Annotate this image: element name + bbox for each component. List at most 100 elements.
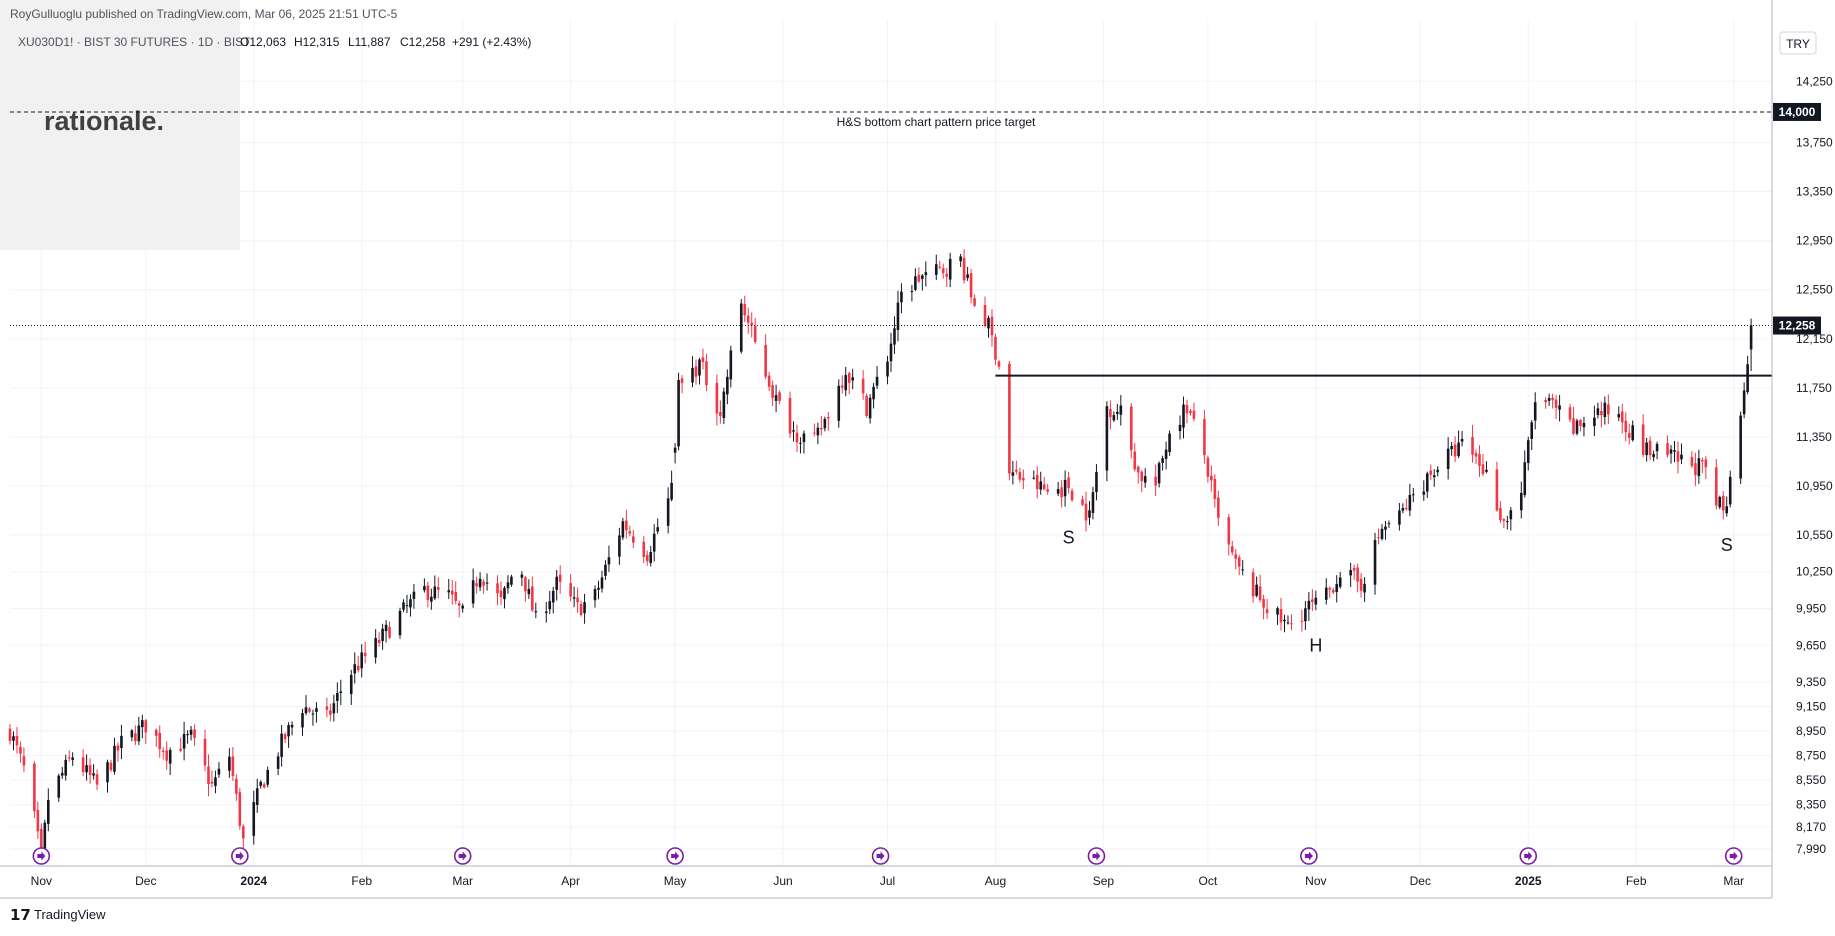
tradingview-logo-icon: 𝟭𝟳 — [10, 907, 31, 924]
dividend-event-icon[interactable] — [231, 847, 249, 865]
candle-up — [1063, 479, 1067, 497]
candle-up — [987, 317, 990, 329]
candle-down — [496, 583, 499, 594]
price-tick-label: 8,550 — [1796, 773, 1826, 787]
price-tick-label: 9,650 — [1796, 638, 1826, 652]
candle-down — [764, 344, 767, 377]
candle-up — [1547, 397, 1551, 401]
candle-up — [1349, 570, 1352, 576]
candle-up — [189, 729, 193, 735]
candle-up — [520, 574, 524, 578]
candle-up — [315, 708, 318, 712]
candle-down — [941, 268, 945, 274]
candle-up — [1575, 420, 1579, 434]
candle-up — [597, 587, 600, 590]
candle-up — [433, 586, 437, 599]
symbol-info[interactable]: XU030D1! · BIST 30 FUTURES · 1D · BIST — [18, 35, 251, 49]
candle-up — [792, 430, 795, 432]
candle-up — [527, 589, 531, 595]
candle-up — [837, 385, 841, 421]
dividend-event-icon[interactable] — [1724, 847, 1743, 865]
currency-button-frame[interactable] — [1779, 31, 1817, 55]
price-target-annotation: H&S bottom chart pattern price target — [837, 115, 1036, 129]
price-tick-label: 10,950 — [1796, 479, 1833, 493]
candle-down — [19, 746, 22, 754]
ohlc-open: O12,063 — [240, 35, 286, 49]
time-tick-label: 2024 — [240, 874, 267, 888]
candle-down — [1022, 477, 1025, 481]
dividend-event-icon[interactable] — [1519, 847, 1538, 865]
candle-down — [22, 756, 26, 766]
dividend-event-icon[interactable] — [1087, 847, 1106, 865]
candle-up — [1182, 404, 1185, 428]
candle-up — [301, 713, 304, 728]
candle-up — [1680, 454, 1683, 460]
candle-up — [186, 734, 189, 736]
tradingview-footer[interactable]: 𝟭𝟳 TradingView — [10, 907, 106, 924]
candle-down — [840, 385, 844, 388]
candle-down — [1356, 567, 1359, 582]
candle-down — [827, 416, 830, 419]
tradingview-brand[interactable]: TradingView — [34, 907, 106, 922]
candle-down — [632, 536, 635, 543]
candle-down — [1627, 433, 1631, 438]
candle-down — [1265, 609, 1269, 614]
candle-down — [645, 554, 649, 562]
candle-down — [154, 729, 158, 736]
candle-up — [1519, 492, 1523, 511]
candle-up — [893, 328, 896, 345]
candle-up — [886, 361, 889, 377]
candle-down — [1258, 586, 1262, 600]
candle-down — [715, 382, 719, 414]
dividend-event-icon[interactable] — [453, 847, 472, 865]
candle-down — [426, 585, 430, 600]
candle-up — [799, 442, 802, 444]
candle-up — [649, 552, 653, 564]
candle-up — [1603, 402, 1607, 418]
candle-up — [1056, 489, 1060, 494]
currency-label[interactable]: TRY — [1786, 37, 1810, 51]
candle-up — [412, 591, 416, 599]
candle-down — [917, 274, 921, 282]
time-tick-label: Aug — [985, 874, 1006, 888]
candle-down — [1701, 459, 1704, 462]
candle-down — [771, 385, 774, 398]
candle-down — [1251, 572, 1255, 597]
dividend-event-icon[interactable] — [871, 847, 890, 865]
drawings-layer[interactable]: H&S bottom chart pattern price target S H S — [10, 111, 1772, 655]
candle-down — [88, 765, 92, 775]
candle-up — [666, 498, 670, 526]
candle-down — [1544, 399, 1547, 403]
candle-down — [743, 303, 747, 316]
candle-down — [1300, 620, 1304, 622]
candle-up — [1363, 583, 1366, 593]
event-arrow-icon — [1729, 851, 1738, 861]
candle-up — [1168, 433, 1171, 452]
candle-down — [36, 809, 40, 832]
candle-up — [670, 482, 673, 500]
time-tick-label: Nov — [31, 874, 52, 888]
dividend-event-icon[interactable] — [666, 847, 684, 865]
candle-up — [652, 533, 656, 552]
candle-up — [910, 291, 914, 293]
candle-up — [409, 599, 412, 608]
price-tick-label: 12,150 — [1796, 332, 1833, 346]
candle-up — [1307, 600, 1311, 610]
dividend-event-icon[interactable] — [1300, 847, 1318, 865]
candle-up — [339, 691, 343, 694]
dividend-event-icon[interactable] — [32, 847, 51, 865]
candle-down — [15, 735, 19, 746]
price-tick-label: 8,350 — [1796, 798, 1826, 812]
candle-up — [875, 376, 879, 386]
candle-up — [966, 274, 969, 278]
events-layer[interactable] — [32, 847, 1743, 865]
candle-down — [1453, 444, 1457, 457]
candle-down — [973, 298, 976, 306]
price-tick-label: 12,550 — [1796, 283, 1833, 297]
candle-up — [1725, 506, 1729, 514]
candle-up — [1460, 438, 1464, 442]
currency-button[interactable]: TRY — [1779, 31, 1817, 55]
